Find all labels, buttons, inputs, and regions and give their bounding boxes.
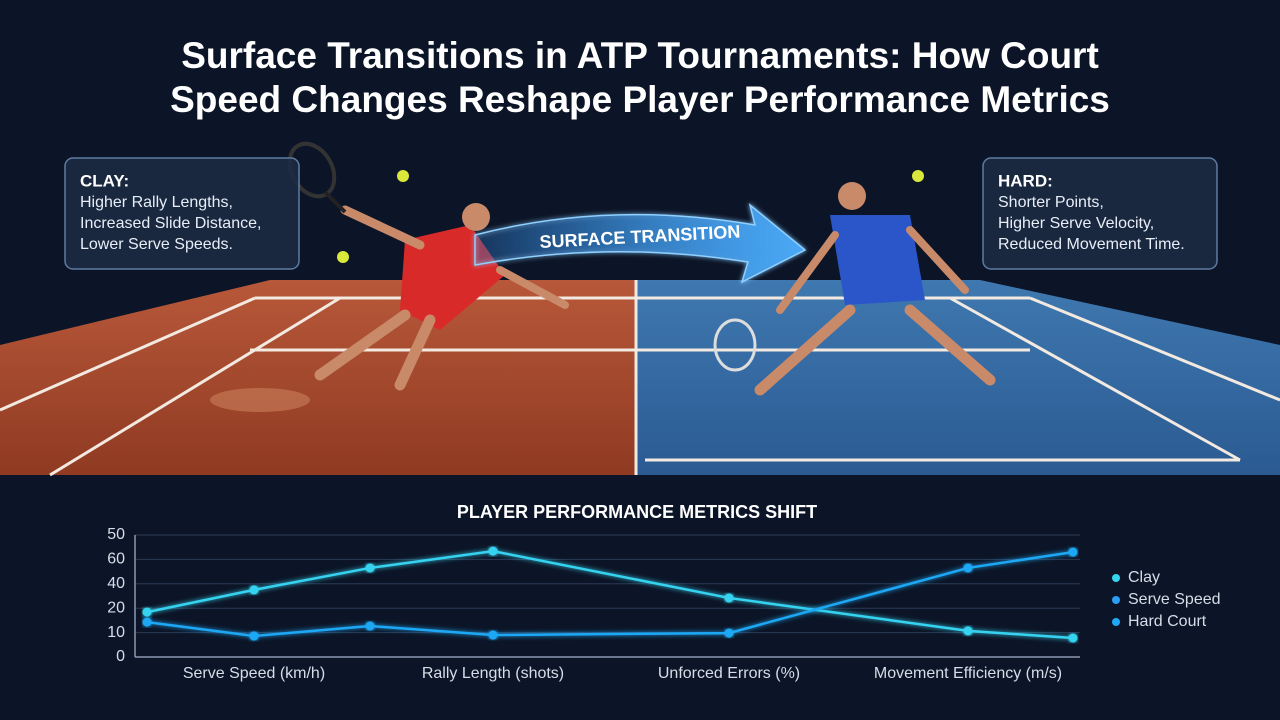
data-point bbox=[963, 563, 973, 573]
hard-player bbox=[713, 182, 996, 396]
callout-heading: CLAY: bbox=[80, 171, 129, 190]
court-illustration bbox=[0, 141, 1280, 477]
title-line: Speed Changes Reshape Player Performance… bbox=[170, 79, 1110, 120]
callout-line: Reduced Movement Time. bbox=[998, 236, 1185, 253]
callout-line: Shorter Points, bbox=[998, 194, 1104, 211]
x-tick-label: Serve Speed (km/h) bbox=[183, 665, 325, 682]
legend-swatch bbox=[1112, 596, 1120, 604]
y-tick-label: 60 bbox=[107, 551, 125, 568]
legend-swatch bbox=[1112, 574, 1120, 582]
y-tick-label: 50 bbox=[107, 526, 125, 543]
ball bbox=[337, 251, 349, 263]
data-point bbox=[724, 593, 734, 603]
callout-box bbox=[982, 157, 1218, 270]
data-point bbox=[249, 631, 259, 641]
callouts: CLAY: Higher Rally Lengths, Increased Slid… bbox=[64, 157, 1218, 270]
data-point bbox=[488, 546, 498, 556]
chart-title: PLAYER PERFORMANCE METRICS SHIFT bbox=[457, 502, 817, 522]
callout-heading: HARD: bbox=[998, 171, 1053, 190]
title-line: Surface Transitions in ATP Tournaments: … bbox=[181, 35, 1099, 76]
legend-label: Hard Court bbox=[1128, 613, 1207, 630]
data-point bbox=[1068, 633, 1078, 643]
ball bbox=[912, 170, 924, 182]
data-point bbox=[963, 626, 973, 636]
callout-box bbox=[64, 157, 300, 270]
court-lines bbox=[0, 280, 1280, 477]
callout-line: Higher Rally Lengths, bbox=[80, 194, 233, 211]
data-point bbox=[724, 628, 734, 638]
legend-label: Serve Speed bbox=[1128, 591, 1221, 608]
y-tick-label: 20 bbox=[107, 599, 125, 616]
data-point bbox=[488, 630, 498, 640]
legend-swatch bbox=[1112, 618, 1120, 626]
hard-court bbox=[638, 280, 1280, 475]
callout-line: Higher Serve Velocity, bbox=[998, 215, 1154, 232]
data-point bbox=[249, 585, 259, 595]
y-tick-label: 40 bbox=[107, 575, 125, 592]
legend-label: Clay bbox=[1128, 569, 1160, 586]
data-point bbox=[1068, 547, 1078, 557]
chart: PLAYER PERFORMANCE METRICS SHIFT 0 10 20 40 6… bbox=[107, 502, 1220, 682]
callout-line: Increased Slide Distance, bbox=[80, 215, 261, 232]
x-tick-label: Movement Efficiency (m/s) bbox=[874, 665, 1062, 682]
data-point bbox=[365, 563, 375, 573]
x-tick-label: Rally Length (shots) bbox=[422, 665, 564, 682]
data-point bbox=[142, 617, 152, 627]
x-tick-label: Unforced Errors (%) bbox=[658, 665, 800, 682]
data-point bbox=[365, 621, 375, 631]
y-tick-label: 0 bbox=[116, 648, 125, 665]
ball bbox=[397, 170, 409, 182]
transition-arrow bbox=[474, 202, 807, 284]
callout-line: Lower Serve Speeds. bbox=[80, 236, 233, 253]
data-point bbox=[142, 607, 152, 617]
y-tick-label: 10 bbox=[107, 624, 125, 641]
